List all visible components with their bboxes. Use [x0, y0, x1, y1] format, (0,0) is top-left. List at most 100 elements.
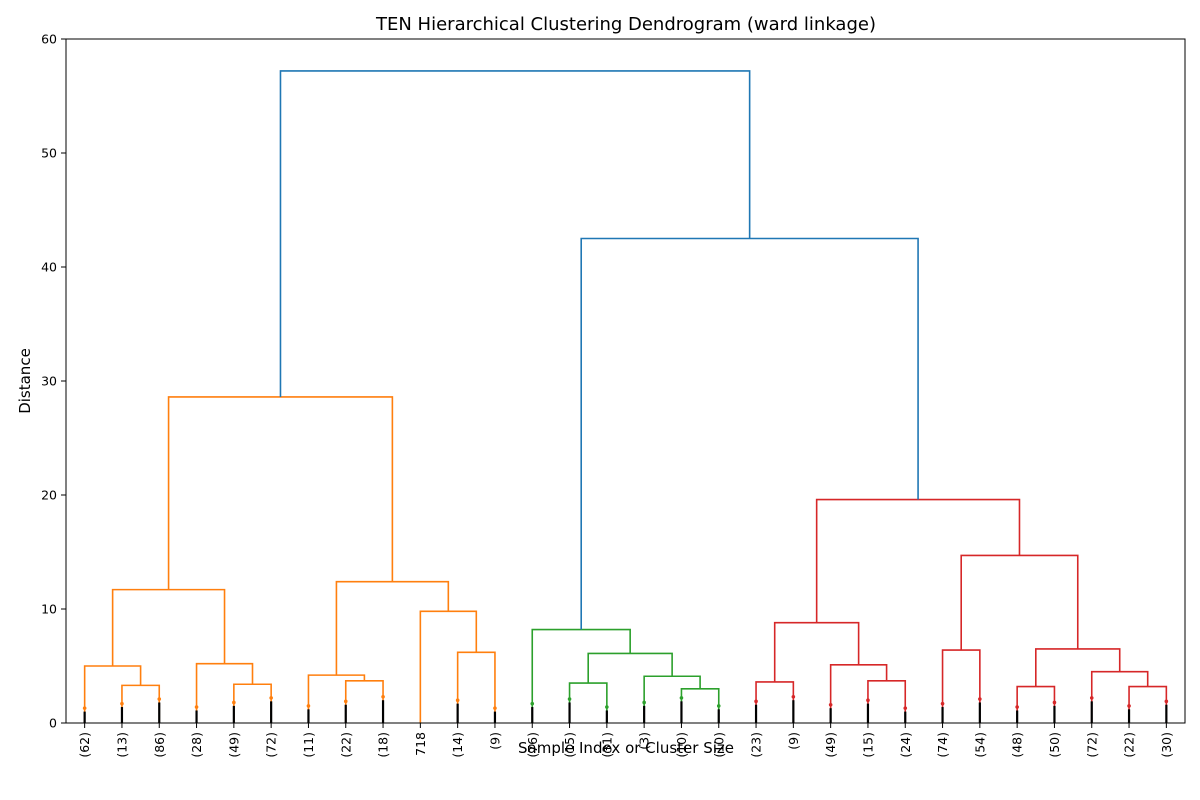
leaf-label: (3): [637, 732, 652, 750]
leaf-label: (9): [786, 732, 801, 750]
dendrogram-link: [195, 662, 254, 723]
plot-frame: [65, 38, 1186, 724]
dendrogram-link: [568, 682, 608, 723]
leaf-label: (15): [860, 732, 875, 758]
leaf-dot: [866, 698, 870, 702]
dendrogram-link: [829, 664, 888, 723]
leaf-dot: [791, 694, 796, 699]
leaf-dot: [1052, 700, 1057, 705]
leaf-dot: [530, 701, 535, 706]
dendrogram-link: [279, 70, 751, 397]
dendrogram-link: [307, 674, 366, 723]
leaf-label: (10): [674, 732, 689, 758]
chart-title: TEN Hierarchical Clustering Dendrogram (…: [375, 14, 876, 35]
y-tick-label: 30: [41, 374, 57, 389]
y-tick-label: 40: [41, 260, 57, 275]
leaf-label: (13): [114, 732, 129, 758]
leaf-label: (54): [972, 732, 987, 758]
leaf-label: (10): [711, 732, 726, 758]
leaf-dot: [978, 697, 982, 701]
leaf-dot: [232, 700, 236, 705]
leaf-label: (49): [823, 732, 838, 758]
leaf-dot: [754, 699, 758, 704]
dendrogram-link: [335, 580, 450, 676]
leaf-marks: [82, 694, 1169, 723]
dendrogram-link: [867, 680, 907, 723]
leaf-dot: [157, 697, 162, 701]
dendrogram-link: [960, 554, 1079, 651]
leaf-label: (11): [301, 732, 316, 758]
dendrogram-link: [419, 610, 478, 723]
leaf-label: (22): [1122, 732, 1137, 758]
dendrogram-link: [167, 396, 394, 590]
leaf-label: (72): [1084, 732, 1099, 758]
leaf-label: (14): [450, 732, 465, 758]
y-tick-label: 60: [41, 32, 57, 47]
leaf-dot: [82, 706, 87, 710]
leaf-label: (48): [1010, 732, 1025, 758]
dendrogram-link: [531, 628, 631, 723]
leaf-dot: [679, 696, 684, 700]
leaf-label: (86): [152, 732, 167, 758]
leaf-label: (30): [1159, 732, 1174, 758]
dendrogram-link: [580, 237, 919, 630]
dendrogram-link: [456, 651, 496, 723]
leaf-dot: [455, 698, 460, 702]
y-tick-label: 50: [41, 146, 57, 161]
y-axis: 0 10 20 30 40 50 60: [41, 32, 66, 731]
dendrogram-link: [941, 649, 981, 723]
leaf-label: (18): [376, 732, 391, 758]
dendrogram-link: [587, 652, 673, 684]
dendrogram-link: [643, 675, 701, 723]
y-tick-label: 10: [41, 602, 57, 617]
leaf-dot: [642, 700, 646, 705]
leaf-label: (9): [487, 732, 502, 750]
leaf-label: (50): [1047, 732, 1062, 758]
leaf-dot: [343, 699, 348, 704]
leaf-label: 718: [413, 732, 428, 756]
leaf-dot: [605, 705, 609, 709]
leaf-dot: [1127, 704, 1131, 708]
x-axis: (62) (13) (86) (28) (49) (72) (11) (22) (18) 718 (…: [77, 723, 1174, 758]
dendrogram-link: [1016, 685, 1056, 723]
leaf-dot: [120, 701, 124, 706]
leaf-dot: [1164, 699, 1169, 704]
leaf-dot: [1015, 705, 1019, 709]
leaf-dot: [381, 694, 385, 699]
leaf-dot: [940, 701, 945, 706]
dendrogram-link: [755, 681, 795, 723]
leaf-dot: [567, 697, 572, 701]
leaf-label: (76): [525, 732, 540, 758]
dendrogram-link: [83, 665, 142, 723]
dendrogram-link: [344, 680, 384, 723]
dendrogram-link: [773, 621, 860, 682]
dendrogram-link: [121, 684, 161, 723]
leaf-label: (15): [562, 732, 577, 758]
leaf-label: (24): [898, 732, 913, 758]
x-axis-label: Sample Index or Cluster Size: [518, 739, 734, 757]
leaf-dot: [716, 704, 721, 708]
dendrogram-links: [83, 70, 1168, 723]
leaf-label: (31): [599, 732, 614, 758]
leaf-dot: [1089, 696, 1094, 700]
leaf-dot: [903, 706, 908, 710]
leaf-label: (23): [749, 732, 764, 758]
leaf-dot: [493, 706, 497, 710]
dendrogram-link: [815, 498, 1021, 623]
y-tick-label: 20: [41, 488, 57, 503]
dendrogram-link: [233, 683, 272, 723]
dendrogram-link: [1035, 648, 1121, 687]
leaf-dot: [194, 705, 199, 709]
dendrogram-link: [111, 588, 226, 666]
leaf-label: (49): [226, 732, 241, 758]
leaf-label: (62): [77, 732, 92, 758]
leaf-dot: [306, 704, 311, 708]
leaf-label: (74): [935, 732, 950, 758]
leaf-dot: [828, 702, 833, 707]
y-tick-label: 0: [49, 716, 57, 731]
leaf-dot: [269, 696, 273, 700]
leaf-label: (72): [264, 732, 279, 758]
dendrogram-link: [1128, 685, 1168, 723]
leaf-label: (22): [338, 732, 353, 758]
